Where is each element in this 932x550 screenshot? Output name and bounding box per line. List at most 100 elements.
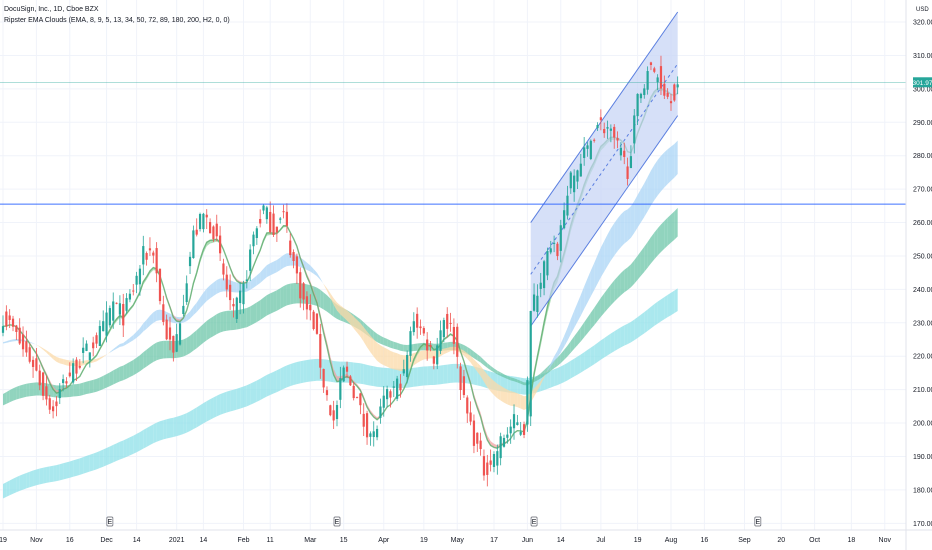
cloud-slow: [387, 338, 391, 348]
time-axis[interactable]: 19 Nov 16 Dec 14 2021 14 Feb 11 Mar 15 Apr 19 May 17 Ju…: [0, 537, 891, 544]
time-tick-label: 19: [0, 537, 7, 544]
cloud-slow: [9, 388, 14, 403]
cloud-slow: [159, 340, 164, 360]
price-tick-label: 240.00: [913, 287, 932, 294]
cloud-slowest: [283, 365, 287, 389]
candle-body: [75, 359, 78, 374]
candle: [11, 315, 15, 332]
candle: [142, 235, 145, 276]
candle: [118, 295, 121, 326]
candle-body: [145, 253, 148, 260]
symbol-title[interactable]: DocuSign, Inc., 1D, Cboe BZX: [4, 6, 99, 13]
cloud-slowest: [443, 364, 448, 384]
candle-body: [168, 327, 172, 340]
cloud-mid: [330, 293, 334, 305]
cloud-slow: [667, 214, 671, 246]
cloud-slow: [163, 340, 167, 359]
candle-body: [35, 358, 38, 371]
channel-median-line[interactable]: [530, 63, 679, 275]
candle: [65, 377, 68, 388]
price-tick-label: 170.00: [913, 521, 932, 528]
earnings-marker: E: [106, 516, 114, 527]
candle: [369, 431, 372, 446]
cloud-slow: [79, 382, 84, 396]
cloud-mid: [620, 211, 625, 248]
candle: [282, 204, 285, 219]
cloud-slowest: [270, 371, 274, 396]
cloud-mid: [660, 152, 665, 192]
candle-body: [1, 326, 5, 333]
earnings-label: E: [532, 519, 537, 526]
cloud-slowest: [620, 325, 625, 348]
candle-body: [142, 246, 145, 265]
cloud-slowest: [180, 414, 184, 436]
cloud-slow: [564, 345, 568, 360]
candle: [18, 318, 21, 345]
cloud-slow: [113, 368, 117, 385]
cloud-mid: [610, 223, 615, 261]
cloud-mid: [550, 356, 555, 367]
candle-body: [536, 295, 539, 312]
candle-body: [589, 140, 592, 160]
parallel-channel[interactable]: [530, 11, 679, 327]
candle-body: [115, 302, 118, 304]
cloud-slowest: [19, 474, 24, 491]
candle: [496, 444, 499, 475]
last-price-badge: 301.97: [913, 77, 932, 88]
cloud-slow: [166, 340, 170, 359]
candle: [516, 414, 519, 426]
cloud-mid: [387, 348, 391, 369]
cloud-slowest: [544, 372, 548, 391]
candle: [272, 205, 275, 238]
cloud-slow: [671, 211, 675, 243]
cloud-slowest: [590, 345, 595, 367]
cloud-mid: [236, 282, 241, 293]
candle: [168, 316, 172, 351]
candle-body: [329, 405, 332, 416]
cloud-slowest: [123, 438, 127, 459]
candle-body: [249, 249, 252, 271]
cloud-slowest: [79, 457, 84, 475]
candle-body: [419, 326, 422, 329]
candle-body: [255, 228, 258, 239]
cloud-slowest: [380, 367, 384, 388]
cloud-mid: [153, 310, 157, 323]
candle: [21, 326, 25, 357]
cloud-mid: [106, 352, 110, 355]
cloud-slow: [223, 310, 227, 332]
candle: [82, 337, 85, 364]
earnings-box: [754, 516, 762, 527]
earnings-marker: E: [333, 516, 341, 527]
cloud-slowest: [654, 301, 658, 326]
candle: [532, 283, 536, 312]
candle: [355, 396, 359, 399]
cloud-slowest: [253, 380, 257, 404]
cloud-slow: [544, 366, 548, 377]
horizontal-lines[interactable]: [0, 81, 906, 205]
candle-body: [285, 211, 288, 226]
indicator-title[interactable]: Ripster EMA Clouds (EMA, 8, 9, 5, 13, 34…: [4, 17, 230, 24]
cloud-mid: [514, 392, 518, 408]
cloud-slow: [256, 300, 261, 322]
earnings-marker: E: [530, 516, 538, 527]
cloud-mid: [146, 315, 150, 329]
cloud-slowest: [46, 466, 50, 483]
candle-body: [432, 356, 435, 364]
candle-body: [282, 211, 285, 213]
price-axis[interactable]: 170.00 180.00 190.00 200.00 210.00 220.00 230.…: [913, 20, 932, 528]
candle-body: [229, 284, 232, 301]
candle-body: [402, 369, 405, 374]
candle: [499, 432, 502, 466]
cloud-mid: [624, 209, 628, 244]
candle: [636, 93, 639, 125]
channel-upper-line[interactable]: [530, 11, 679, 223]
cloud-mid: [6, 340, 10, 343]
cloud-slow: [507, 375, 511, 381]
candle-body: [449, 322, 452, 324]
candle-body: [649, 62, 653, 65]
channel-lower-line[interactable]: [530, 115, 679, 327]
candle: [599, 109, 602, 131]
candle-body: [62, 379, 65, 384]
candle-body: [459, 366, 462, 391]
